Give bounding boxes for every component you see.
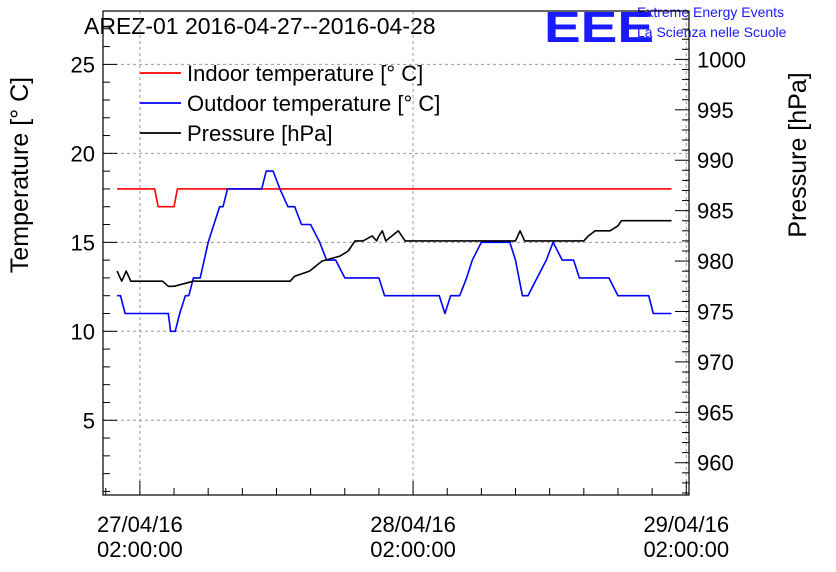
eee-logo: EEE Extreme Energy Events La Scienza nel…	[544, 2, 787, 51]
y2-tick-label: 985	[697, 199, 734, 224]
y2-tick-label: 970	[697, 350, 734, 375]
y-tick-label: 5	[83, 408, 95, 433]
x-tick-label: 02:00:00	[643, 537, 729, 562]
y2-tick-label: 990	[697, 148, 734, 173]
series-line-3	[116, 219, 672, 288]
legend-label-3: Pressure [hPa]	[187, 121, 333, 146]
logo-line-2: La Scienza nelle Scuole	[637, 24, 787, 40]
series-line-1	[117, 188, 672, 208]
y2-axis-label: Pressure [hPa]	[784, 72, 812, 237]
y-tick-label: 20	[71, 141, 95, 166]
axes: 5 10 15 20 25 960 965 970 975 980 985 990 995 1000 27/…	[71, 10, 746, 562]
chart-title: AREZ-01 2016-04-27--2016-04-28	[84, 13, 436, 39]
y2-tick-label: 995	[697, 98, 734, 123]
x-tick-label: 02:00:00	[370, 537, 456, 562]
y2-tick-label: 965	[697, 400, 734, 425]
y-tick-label: 25	[71, 52, 95, 77]
series-lines	[116, 170, 672, 333]
x-tick-label: 28/04/16	[370, 512, 456, 537]
y2-tick-label: 975	[697, 299, 734, 324]
y2-tick-label: 1000	[697, 47, 746, 72]
x-tick-label: 29/04/16	[643, 512, 729, 537]
logo-line-1: Extreme Energy Events	[637, 4, 784, 20]
x-tick-label: 27/04/16	[97, 512, 183, 537]
y2-tick-label: 980	[697, 249, 734, 274]
y-tick-label: 15	[71, 230, 95, 255]
legend-label-2: Outdoor temperature [° C]	[187, 91, 440, 116]
x-tick-label: 02:00:00	[97, 537, 183, 562]
legend: Indoor temperature [° C] Outdoor temperat…	[140, 61, 440, 146]
y-axis-label: Temperature [° C]	[6, 77, 34, 273]
plot-frame	[102, 10, 690, 496]
series-line-2	[117, 170, 672, 333]
y-tick-label: 10	[71, 319, 95, 344]
y2-tick-label: 960	[697, 451, 734, 476]
legend-label-1: Indoor temperature [° C]	[187, 61, 423, 86]
grid	[103, 11, 689, 495]
